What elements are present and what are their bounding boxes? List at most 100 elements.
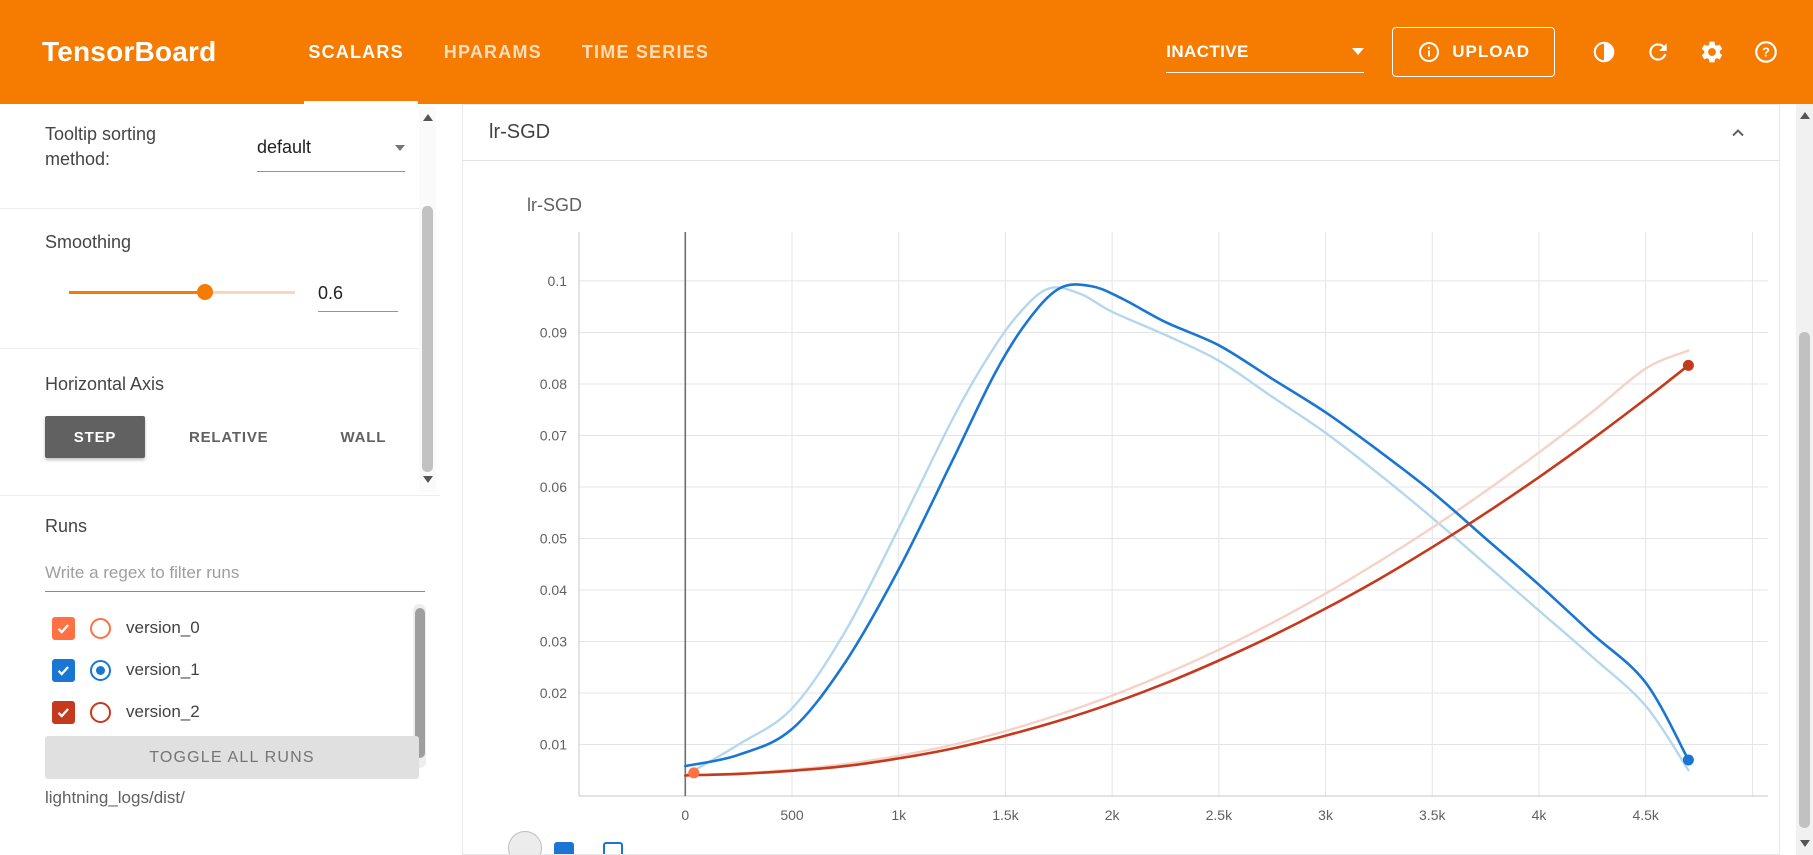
- chevron-up-icon: [1726, 121, 1750, 145]
- svg-text:0.08: 0.08: [540, 376, 567, 392]
- scalar-card: lr-SGD 0 500 1k 1.5k 2k 2.5k 3k 3.5k 4k 4.5k 0.01 0…: [462, 104, 1780, 855]
- svg-text:0.09: 0.09: [540, 324, 567, 340]
- upload-button-label: UPLOAD: [1452, 42, 1530, 61]
- card-footer-square-outline-button[interactable]: [603, 842, 623, 854]
- sidebar-scrollbar[interactable]: [419, 106, 436, 492]
- help-icon: ?: [1753, 39, 1779, 65]
- divider: [0, 495, 440, 496]
- log-dir-label: lightning_logs/dist/: [45, 788, 185, 807]
- status-dropdown[interactable]: INACTIVE: [1166, 31, 1365, 73]
- divider: [0, 348, 419, 349]
- scrollbar-thumb[interactable]: [1799, 332, 1810, 828]
- card-footer-square-filled-button[interactable]: [554, 842, 574, 854]
- run-name: version_1: [126, 660, 200, 679]
- run-radio[interactable]: [90, 617, 111, 639]
- run-row-version-2[interactable]: version_2: [0, 691, 410, 733]
- scrollbar-thumb[interactable]: [414, 608, 425, 758]
- svg-text:0.02: 0.02: [540, 685, 567, 701]
- wall-button[interactable]: WALL: [312, 416, 414, 458]
- horizontal-axis-button-group: STEP RELATIVE WALL: [45, 416, 414, 458]
- scroll-up-arrow[interactable]: [1799, 112, 1810, 119]
- run-row-version-1[interactable]: version_1: [0, 649, 410, 691]
- tooltip-sorting-value: default: [257, 137, 312, 157]
- run-radio[interactable]: [90, 701, 111, 723]
- check-icon: [55, 662, 72, 679]
- run-name: version_2: [126, 702, 200, 721]
- svg-text:2k: 2k: [1105, 807, 1121, 823]
- card-title: lr-SGD: [489, 121, 551, 143]
- relative-button[interactable]: RELATIVE: [161, 416, 296, 458]
- collapse-card-button[interactable]: [1723, 118, 1753, 148]
- slider-thumb[interactable]: [197, 284, 213, 300]
- header-actions: INACTIVE UPLOAD: [1166, 27, 1797, 77]
- lr-sgd-chart[interactable]: 0 500 1k 1.5k 2k 2.5k 3k 3.5k 4k 4.5k 0.01 0.02 0.03…: [463, 161, 1779, 855]
- svg-text:4.5k: 4.5k: [1632, 807, 1659, 823]
- tab-scalars[interactable]: SCALARS: [304, 0, 419, 104]
- smoothing-slider[interactable]: [69, 282, 295, 302]
- divider: [0, 208, 419, 209]
- refresh-button[interactable]: [1643, 37, 1673, 67]
- step-button[interactable]: STEP: [45, 416, 145, 458]
- run-row-version-0[interactable]: version_0: [0, 607, 410, 649]
- settings-sidebar: Tooltip sorting method: default Smoothin…: [0, 104, 440, 855]
- tab-hparams[interactable]: HPARAMS: [443, 41, 542, 62]
- runs-label: Runs: [45, 516, 88, 536]
- tooltip-sorting-label: Tooltip sorting method:: [45, 124, 157, 169]
- check-icon: [55, 620, 72, 637]
- tooltip-sorting-dropdown[interactable]: default: [257, 126, 405, 172]
- toggle-all-runs-button[interactable]: TOGGLE ALL RUNS: [45, 736, 419, 779]
- svg-text:0.05: 0.05: [540, 530, 567, 546]
- svg-text:4k: 4k: [1532, 807, 1548, 823]
- brightness-icon: [1591, 39, 1617, 65]
- run-radio[interactable]: [90, 659, 111, 681]
- scroll-up-arrow[interactable]: [422, 114, 433, 121]
- svg-text:2.5k: 2.5k: [1206, 807, 1233, 823]
- app-logo[interactable]: TensorBoard: [42, 36, 217, 67]
- upload-button[interactable]: UPLOAD: [1392, 27, 1555, 77]
- svg-text:?: ?: [1762, 45, 1770, 60]
- theme-toggle-button[interactable]: [1589, 37, 1619, 67]
- run-name: version_0: [126, 618, 200, 637]
- nav-tabs: SCALARS HPARAMS TIME SERIES: [304, 0, 710, 104]
- smoothing-value-input[interactable]: [318, 276, 398, 312]
- svg-text:lr-SGD: lr-SGD: [527, 195, 582, 215]
- tab-time-series[interactable]: TIME SERIES: [581, 41, 710, 62]
- svg-text:3k: 3k: [1318, 807, 1334, 823]
- svg-text:1k: 1k: [891, 807, 907, 823]
- status-dropdown-value: INACTIVE: [1166, 41, 1249, 61]
- page-scrollbar[interactable]: [1796, 104, 1813, 855]
- radio-dot: [96, 665, 105, 675]
- svg-text:0.06: 0.06: [540, 479, 567, 495]
- run-checkbox[interactable]: [52, 658, 75, 682]
- gear-icon: [1699, 39, 1725, 65]
- svg-text:0.04: 0.04: [540, 582, 567, 598]
- runs-scrollbar[interactable]: [413, 604, 426, 768]
- chevron-down-icon: [1352, 48, 1365, 55]
- runs-filter-input[interactable]: [45, 554, 425, 592]
- help-button[interactable]: ?: [1751, 37, 1781, 67]
- run-list: version_0 version_1 version_2: [0, 607, 410, 733]
- scrollbar-thumb[interactable]: [422, 206, 433, 472]
- settings-button[interactable]: [1697, 37, 1727, 67]
- scroll-down-arrow[interactable]: [1799, 840, 1810, 847]
- run-checkbox[interactable]: [52, 700, 75, 724]
- run-checkbox[interactable]: [52, 616, 75, 640]
- scroll-down-arrow[interactable]: [422, 476, 433, 483]
- svg-text:0: 0: [681, 807, 689, 823]
- svg-text:0.03: 0.03: [540, 633, 567, 649]
- svg-text:0.01: 0.01: [540, 736, 567, 752]
- svg-text:3.5k: 3.5k: [1419, 807, 1446, 823]
- svg-text:0.1: 0.1: [548, 273, 568, 289]
- check-icon: [55, 704, 72, 721]
- svg-text:500: 500: [780, 807, 804, 823]
- scalar-card-header: lr-SGD: [463, 105, 1779, 161]
- svg-text:1.5k: 1.5k: [992, 807, 1019, 823]
- smoothing-label: Smoothing: [45, 232, 132, 252]
- app-header: TensorBoard SCALARS HPARAMS TIME SERIES …: [0, 0, 1813, 104]
- refresh-icon: [1645, 39, 1671, 65]
- horizontal-axis-label: Horizontal Axis: [45, 374, 165, 394]
- info-icon: [1417, 40, 1441, 64]
- header-icon-group: ?: [1589, 37, 1781, 67]
- chevron-down-icon: [395, 144, 405, 151]
